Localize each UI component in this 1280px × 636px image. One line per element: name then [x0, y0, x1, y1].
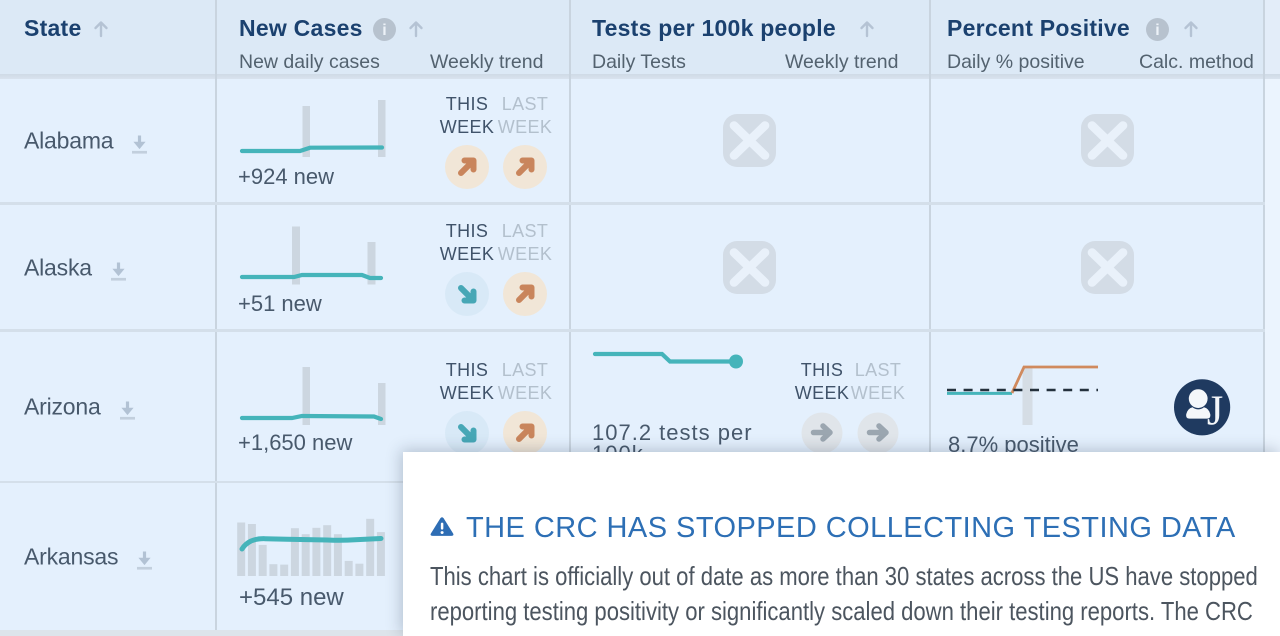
svg-text:J: J: [1207, 389, 1223, 435]
svg-text:i: i: [1155, 22, 1159, 39]
svg-text:i: i: [382, 22, 386, 39]
